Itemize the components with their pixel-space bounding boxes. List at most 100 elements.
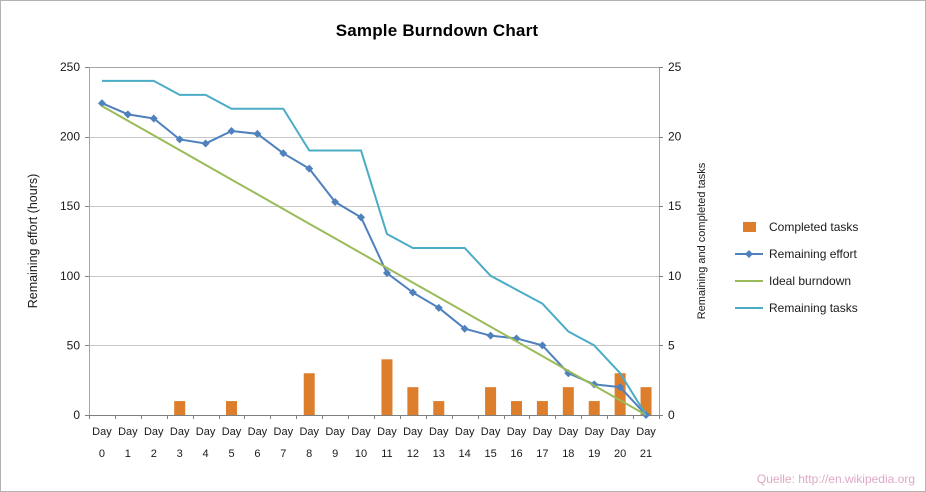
diamond-marker	[408, 288, 417, 297]
x-axis-label-word: Day	[455, 426, 475, 438]
x-axis-label-word: Day	[274, 426, 294, 438]
x-axis-label-word: Day	[170, 426, 190, 438]
x-axis-label-number: 17	[536, 448, 548, 460]
x-axis-label-word: Day	[584, 426, 604, 438]
x-axis-label-word: Day	[559, 426, 579, 438]
x-axis-label-word: Day	[351, 426, 371, 438]
chart-legend: Completed tasks Remaining effort Ideal bur…	[735, 213, 858, 321]
x-axis-label-number: 5	[228, 448, 234, 460]
diamond-marker	[305, 164, 314, 173]
bar	[303, 373, 315, 415]
x-axis-label-number: 7	[280, 448, 286, 460]
x-axis-label-word: Day	[610, 426, 630, 438]
x-axis-label-word: Day	[533, 426, 553, 438]
x-axis-label-number: 15	[484, 448, 496, 460]
left-axis-tick-label: 250	[60, 60, 80, 74]
x-axis-label-number: 12	[407, 448, 419, 460]
right-axis-tick-label: 0	[668, 408, 675, 422]
diamond-marker	[123, 110, 132, 119]
line-ideal-burndown	[101, 105, 647, 416]
chart-title: Sample Burndown Chart	[335, 21, 539, 40]
diamond-marker	[357, 213, 366, 222]
left-axis-tick-label: 50	[67, 338, 81, 352]
diamond-marker	[201, 139, 210, 148]
diamond-marker	[175, 135, 184, 144]
x-axis-label-number: 8	[306, 448, 312, 460]
x-axis-label-word: Day	[403, 426, 423, 438]
legend-label: Completed tasks	[769, 219, 859, 234]
legend-label: Ideal burndown	[769, 273, 852, 288]
x-axis-label-word: Day	[248, 426, 268, 438]
x-axis-label-number: 4	[203, 448, 209, 460]
line-remaining-effort	[101, 102, 647, 416]
legend-item-remaining-effort: Remaining effort	[735, 240, 858, 267]
left-axis-tick-label: 150	[60, 199, 80, 213]
bar	[614, 373, 626, 415]
bar	[407, 387, 419, 415]
legend-swatch-remaining-effort	[735, 249, 763, 258]
x-axis-label-word: Day	[222, 426, 242, 438]
axis-ticks	[85, 67, 663, 419]
legend-label: Remaining effort	[769, 246, 857, 261]
bar	[381, 359, 393, 415]
x-axis-label-number: 6	[254, 448, 260, 460]
x-axis-label-word: Day	[507, 426, 527, 438]
bar	[588, 401, 600, 415]
x-axis-label-number: 9	[332, 448, 338, 460]
legend-swatch-remaining-tasks	[735, 306, 763, 309]
x-axis-label-number: 19	[588, 448, 600, 460]
x-axis-label-number: 13	[433, 448, 445, 460]
x-axis-label-word: Day	[196, 426, 216, 438]
x-axis-label-number: 10	[355, 448, 367, 460]
gridlines	[89, 67, 659, 346]
left-axis-title: Remaining effort (hours)	[26, 173, 40, 309]
plot-border	[89, 67, 660, 416]
x-axis-label-word: Day	[481, 426, 501, 438]
legend-label: Remaining tasks	[769, 300, 858, 315]
diamond-marker	[434, 303, 443, 312]
x-axis-label-number: 16	[510, 448, 522, 460]
right-axis-tick-label: 15	[668, 199, 682, 213]
left-axis-tick-label: 100	[60, 269, 80, 283]
right-axis-tick-label: 20	[668, 130, 682, 144]
x-axis-label-number: 20	[614, 448, 626, 460]
diamond-marker	[460, 324, 469, 333]
right-axis-tick-label: 25	[668, 60, 682, 74]
x-axis-label-word: Day	[144, 426, 164, 438]
bars-completed-tasks	[174, 359, 652, 415]
legend-swatch-completed-tasks	[743, 221, 756, 232]
diamond-marker	[149, 114, 158, 123]
diamond-marker	[227, 127, 236, 136]
x-axis-label-word: Day	[429, 426, 449, 438]
left-axis-tick-label: 0	[73, 408, 80, 422]
x-axis-label-number: 14	[459, 448, 471, 460]
bar	[485, 387, 497, 415]
x-axis-label-number: 18	[562, 448, 574, 460]
source-watermark: Quelle: http://en.wikipedia.org	[756, 472, 915, 486]
diamond-marker	[382, 269, 391, 278]
x-axis-label-number: 3	[177, 448, 183, 460]
legend-item-remaining-tasks: Remaining tasks	[735, 294, 858, 321]
line-remaining-tasks	[101, 79, 647, 416]
left-axis-tick-label: 200	[60, 130, 80, 144]
right-axis-tick-label: 5	[668, 338, 675, 352]
diamond-marker	[279, 149, 288, 158]
x-axis-label-word: Day	[377, 426, 397, 438]
x-axis-label-number: 1	[125, 448, 131, 460]
x-axis-label-number: 2	[151, 448, 157, 460]
x-axis-label-word: Day	[299, 426, 319, 438]
x-axis-label-word: Day	[92, 426, 112, 438]
right-axis-tick-label: 10	[668, 269, 682, 283]
diamond-marker	[253, 129, 262, 138]
bar	[562, 387, 574, 415]
legend-item-ideal-burndown: Ideal burndown	[735, 267, 858, 294]
bar	[174, 401, 186, 415]
diamond-marker	[486, 331, 495, 340]
legend-swatch-ideal-burndown	[735, 279, 763, 282]
bar	[640, 387, 652, 415]
diamond-marker	[97, 99, 106, 108]
diamond-marker	[616, 383, 625, 392]
bar	[536, 401, 548, 415]
